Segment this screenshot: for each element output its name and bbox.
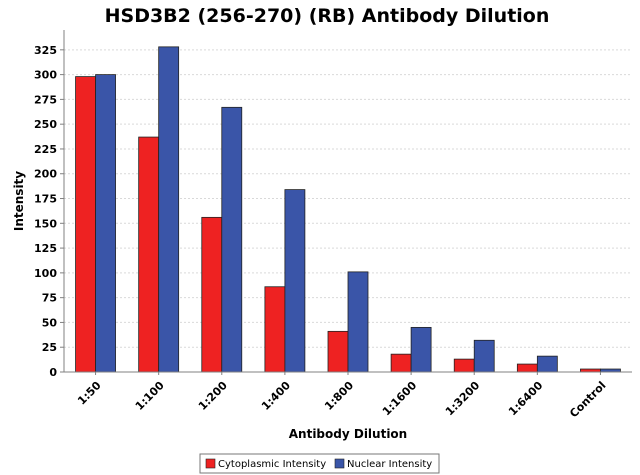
bar-nuclear-3 — [284, 189, 306, 373]
y-tick-label: 175 — [34, 193, 57, 206]
bar-cytoplasmic-4 — [327, 330, 349, 373]
y-tick-label: 300 — [34, 69, 57, 82]
bar-cytoplasmic-0 — [75, 76, 96, 373]
y-axis-title: Intensity — [12, 171, 26, 231]
x-tick-label: 1:100 — [133, 379, 167, 413]
y-tick-label: 325 — [34, 44, 57, 57]
bar-cytoplasmic-1 — [138, 136, 160, 373]
bar-cytoplasmic-3 — [264, 286, 286, 373]
bar-nuclear-5 — [410, 326, 432, 373]
y-tick-label: 150 — [34, 217, 57, 230]
legend-box — [199, 453, 440, 474]
x-tick-label: 1:6400 — [506, 379, 546, 419]
x-tick-label: 1:200 — [196, 379, 230, 413]
bar-cytoplasmic-2 — [201, 216, 223, 373]
y-tick-label: 0 — [49, 366, 57, 379]
bar-nuclear-4 — [347, 271, 369, 373]
legend: Cytoplasmic Intensity Nuclear Intensity — [199, 453, 440, 474]
bar-layer — [75, 46, 621, 373]
legend-label-cytoplasmic: Cytoplasmic Intensity — [218, 459, 326, 470]
x-axis-title: Antibody Dilution — [289, 427, 407, 441]
y-tick-labels: 0 25 50 75 100 125 150 175 200 225 250 275 300 325 — [34, 44, 64, 379]
bar-cytoplasmic-6 — [453, 358, 475, 373]
x-tick-label: 1:50 — [75, 379, 104, 408]
bar-cytoplasmic-7 — [516, 363, 538, 373]
bar-nuclear-0 — [95, 74, 116, 373]
y-tick-label: 250 — [34, 118, 57, 131]
y-tick-label: 100 — [34, 267, 57, 280]
y-tick-label: 75 — [42, 292, 57, 305]
bar-nuclear-6 — [473, 339, 495, 373]
y-tick-label: 200 — [34, 168, 57, 181]
x-tick-label: 1:1600 — [380, 379, 420, 419]
y-tick-label: 275 — [34, 93, 57, 106]
legend-swatch-nuclear — [334, 458, 345, 469]
y-tick-label: 25 — [42, 341, 57, 354]
bar-nuclear-1 — [158, 46, 180, 373]
bar-nuclear-7 — [536, 355, 558, 373]
x-tick-label: Control — [567, 379, 608, 420]
x-tick-label: 1:3200 — [443, 379, 483, 419]
legend-label-nuclear: Nuclear Intensity — [347, 459, 432, 470]
chart-title: HSD3B2 (256-270) (RB) Antibody Dilution — [105, 5, 550, 27]
x-tick-label: 1:400 — [259, 379, 293, 413]
x-tick-label: 1:800 — [322, 379, 356, 413]
y-tick-label: 50 — [42, 316, 58, 329]
y-tick-label: 225 — [34, 143, 57, 156]
x-tick-labels: 1:50 1:100 1:200 1:400 1:800 1:1600 1:3200 1:64… — [75, 372, 609, 420]
y-tick-label: 125 — [34, 242, 57, 255]
bar-cytoplasmic-5 — [390, 353, 412, 373]
legend-swatch-cytoplasmic — [205, 458, 216, 469]
bar-nuclear-2 — [221, 106, 243, 373]
